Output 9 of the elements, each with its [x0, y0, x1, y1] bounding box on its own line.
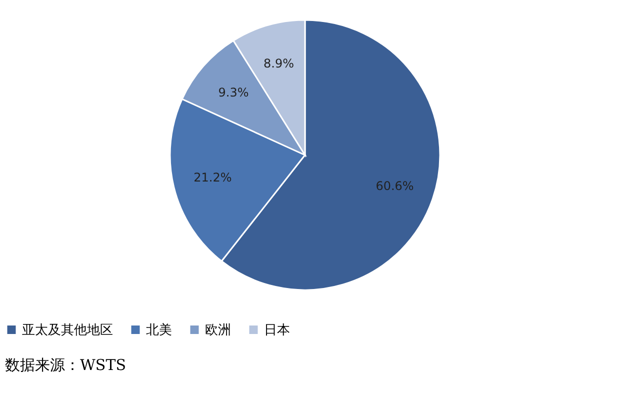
- data-label: 60.6%: [376, 179, 414, 194]
- data-label: 8.9%: [264, 56, 294, 71]
- data-label: 21.2%: [194, 170, 232, 184]
- legend-label: 亚太及其他地区: [22, 322, 113, 338]
- legend-label: 日本: [264, 322, 290, 338]
- data-label: 9.3%: [218, 85, 249, 100]
- legend-label: 欧洲: [205, 322, 231, 338]
- legend-label: 北美: [146, 322, 172, 338]
- source-note: 数据来源：WSTS: [5, 356, 126, 374]
